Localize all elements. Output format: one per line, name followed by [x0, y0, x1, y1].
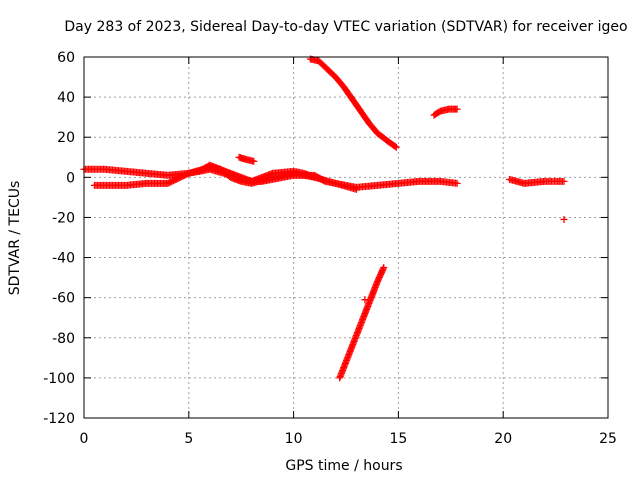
x-tick-labels: 0 5 10 15 20 25: [80, 431, 617, 447]
data-point: [250, 157, 258, 165]
x-tick-label: 20: [494, 431, 512, 447]
y-tick-label: -80: [52, 331, 75, 347]
y-tick-label: -120: [43, 411, 75, 427]
data-point: [352, 185, 360, 193]
data-points: [80, 55, 568, 382]
series-short-segment-1: [235, 153, 258, 165]
y-tick-label: -60: [52, 291, 75, 307]
series-short-segment-2: [430, 105, 461, 119]
x-tick-label: 25: [599, 431, 617, 447]
y-tick-label: -40: [52, 251, 75, 267]
y-tick-label: 0: [66, 170, 75, 186]
y-tick-label: -100: [43, 371, 75, 387]
data-point: [560, 177, 568, 185]
x-tick-label: 10: [285, 431, 303, 447]
data-point: [453, 179, 461, 187]
series-outliers: [361, 215, 568, 304]
data-point: [392, 143, 400, 151]
plot-area-frame: [83, 56, 609, 419]
x-axis-label: GPS time / hours: [285, 458, 402, 474]
y-tick-label: 40: [57, 90, 75, 106]
data-point: [560, 215, 568, 223]
y-tick-label: -20: [52, 210, 75, 226]
series-descending-arc: [306, 55, 400, 151]
chart-title: Day 283 of 2023, Sidereal Day-to-day VTE…: [64, 19, 627, 35]
data-point: [361, 296, 369, 304]
data-point: [380, 264, 388, 272]
x-tick-label: 0: [80, 431, 89, 447]
y-tick-label: 20: [57, 130, 75, 146]
data-point: [453, 105, 461, 113]
x-tick-label: 15: [389, 431, 407, 447]
x-tick-label: 5: [184, 431, 193, 447]
y-axis-label: SDTVAR / TECUs: [7, 181, 23, 296]
y-tick-label: 60: [57, 50, 75, 66]
series-baseline-d: [505, 175, 568, 187]
data-point: [391, 142, 399, 150]
series-ascending-line: [336, 264, 388, 382]
series-baseline-c: [195, 161, 360, 193]
gridlines: [84, 57, 608, 418]
y-tick-labels: -120 -100 -80 -60 -40 -20 0 20 40 60: [43, 50, 75, 427]
